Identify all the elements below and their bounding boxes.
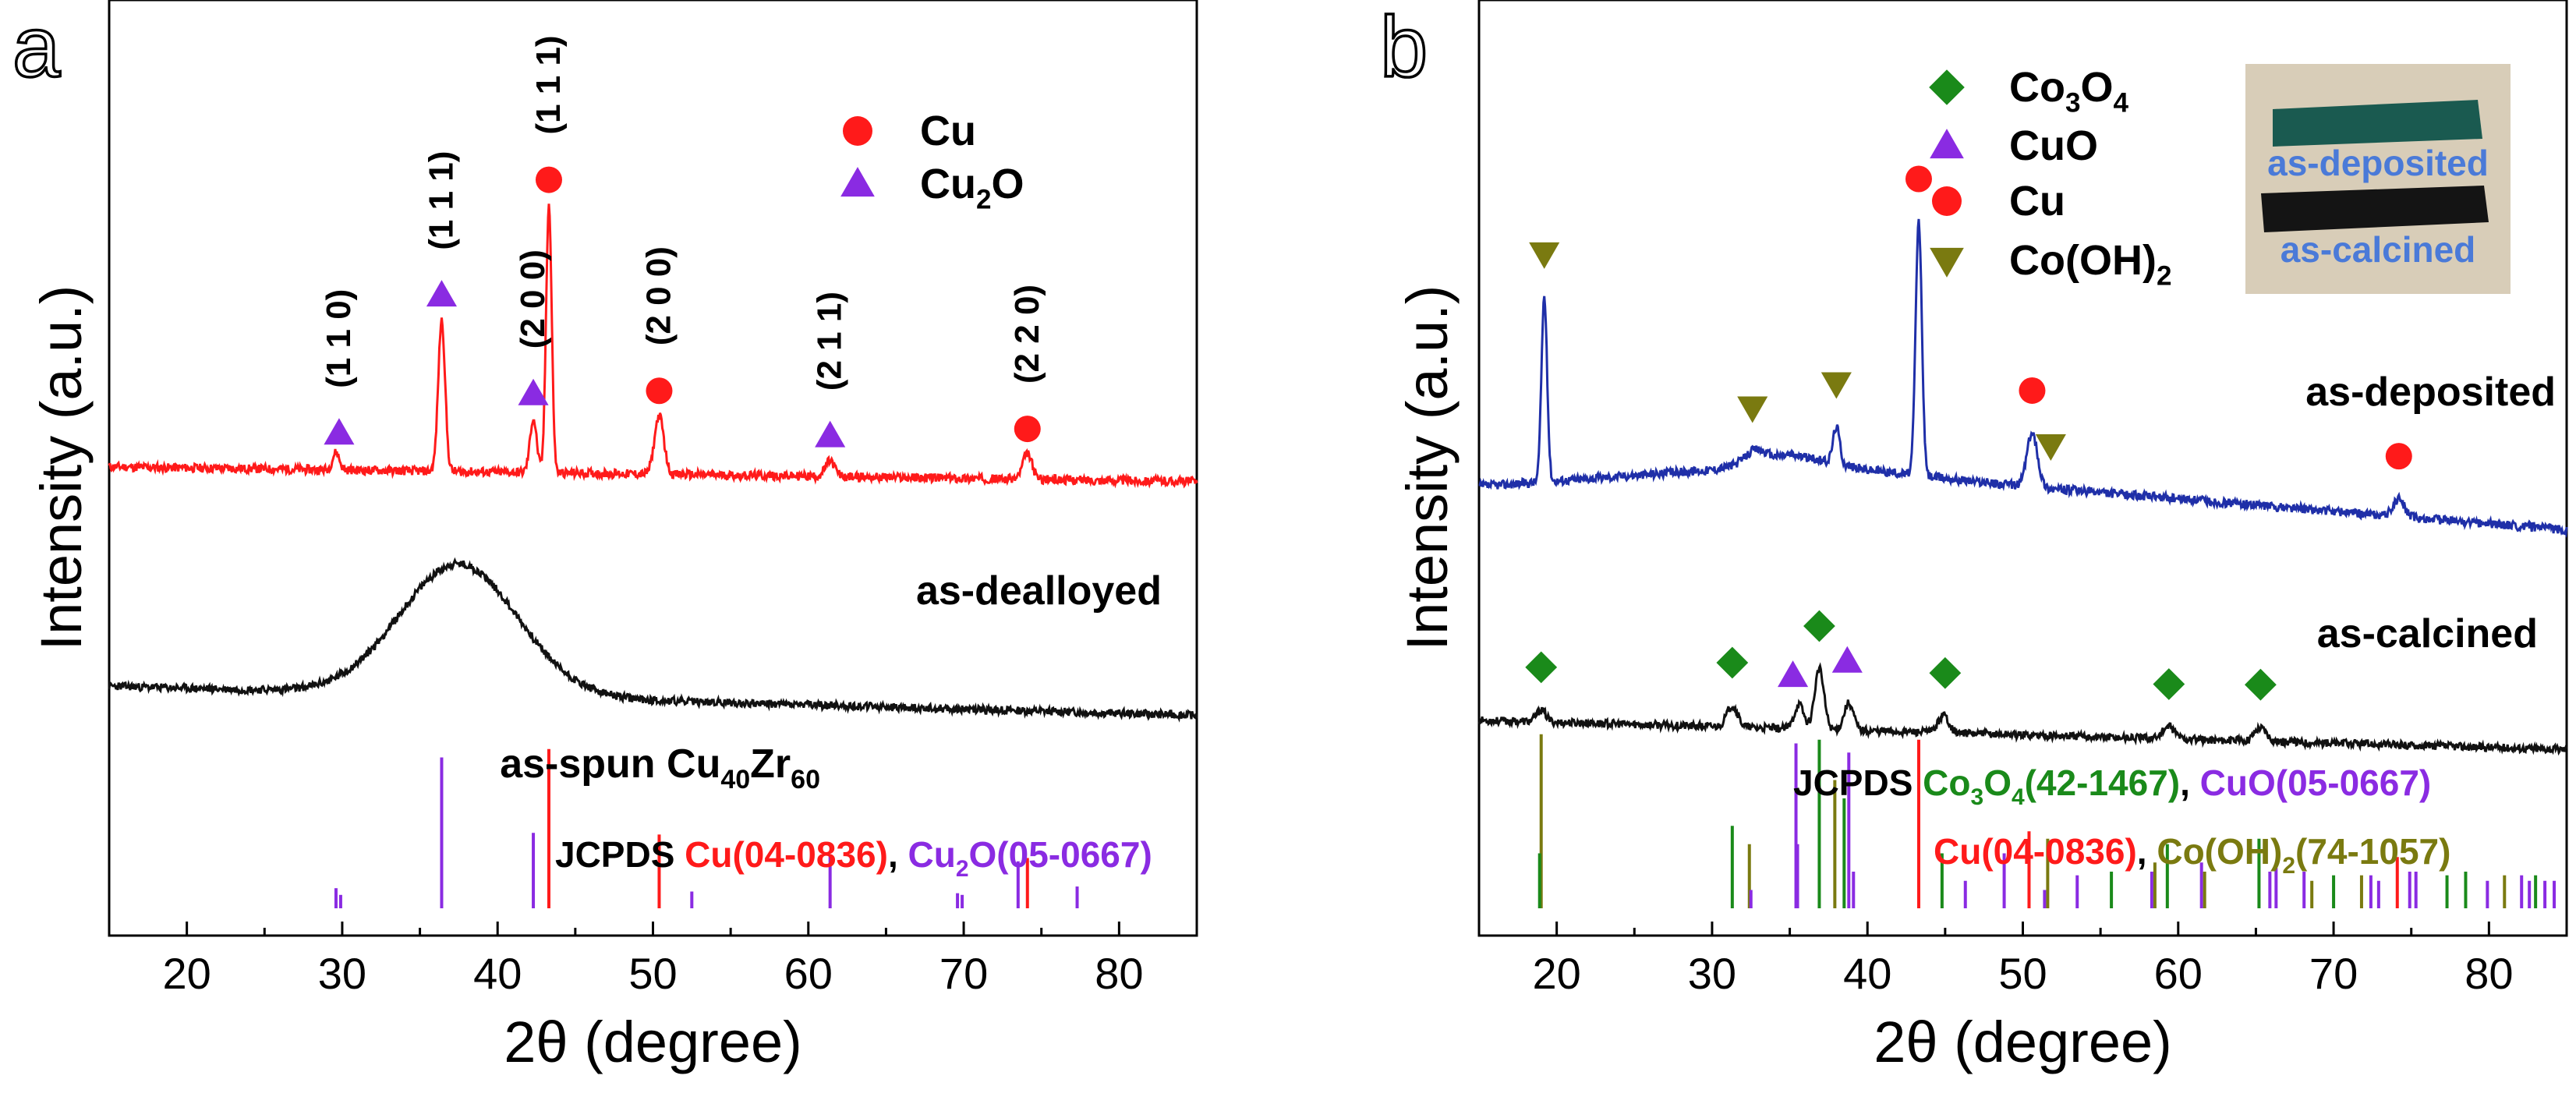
inset-strip-calcined [2261,186,2489,232]
peak-marker [1831,646,1863,673]
series-label: as-calcined [2317,611,2538,656]
peak-marker [1525,651,1558,684]
x-tick-label: 60 [2154,949,2203,998]
peak-marker [1803,610,1835,642]
series-label: as-deposited [2305,370,2556,415]
hkl-label: (1 1 1) [529,35,568,134]
panel-label: b [1380,0,1428,95]
x-tick-label: 20 [1532,949,1580,998]
legend-marker [843,116,872,146]
hkl-label: (2 0 0) [514,249,552,349]
x-axis-label: 2θ (degree) [504,1010,802,1074]
peak-marker [1929,656,1962,689]
legend-marker [840,167,875,197]
legend-label: Co(OH)2 [2009,237,2171,292]
peak-marker [646,377,673,405]
peak-marker [1821,372,1852,399]
peak-marker [518,378,549,405]
hkl-label: (1 1 0) [320,289,358,388]
series-label: as-spun Cu40Zr60 [500,741,820,794]
peak-marker [1778,660,1809,688]
peak-marker [1529,242,1560,269]
peak-marker [2035,434,2066,462]
x-tick-label: 50 [1998,949,2047,998]
x-tick-label: 40 [1843,949,1891,998]
x-tick-label: 70 [2309,949,2358,998]
legend-marker [1932,186,1962,216]
legend-label: Cu [920,108,976,154]
inset-photo: as-deposited as-calcined [2245,64,2511,294]
x-tick-label: 30 [318,949,366,998]
hkl-label: (2 2 0) [1008,285,1046,384]
x-tick-label: 30 [1688,949,1736,998]
peak-marker [1716,646,1749,679]
panel-a: 20 30 40 50 60 70 80 2θ (degree) Intensity (a.u.… [11,0,1198,1074]
x-tick-label: 70 [939,949,988,998]
peak-marker [815,420,846,448]
inset-strip-deposited [2273,100,2482,147]
peak-marker [1014,416,1041,443]
hkl-label: (2 0 0) [639,246,678,345]
inset-label: as-calcined [2281,229,2476,270]
x-tick-label: 80 [1095,949,1143,998]
legend-label: CuO [2009,122,2098,169]
hkl-label: (1 1 1) [422,151,460,250]
peak-marker [426,280,458,307]
series-as-deposited [1478,218,2568,539]
legend-marker [1929,69,1965,105]
legend-label: Cu2O [920,161,1024,215]
legend-marker [1930,247,1964,278]
series-label: as-dealloyed [916,568,1162,614]
inset-label: as-deposited [2267,143,2489,183]
x-tick-label: 20 [162,949,211,998]
legend-marker [1930,129,1964,159]
series-as-dealloyed [108,203,1198,489]
peak-marker [2245,668,2277,701]
peak-marker [2019,377,2046,404]
peak-marker [2385,443,2412,470]
jcpds-label: JCPDS Cu(04-0836), Cu2O(05-0667) [555,834,1152,882]
x-tick-label: 40 [473,949,522,998]
x-tick-label: 80 [2465,949,2513,998]
panel-label: a [12,0,61,95]
x-tick-label: 60 [784,949,833,998]
peak-marker [324,418,355,445]
series-as-calcined [1477,662,2568,756]
x-axis-label: 2θ (degree) [1874,1010,2172,1074]
peak-marker [1737,396,1768,423]
jcpds-label: Cu(04-0836), Co(OH)2(74-1057) [1934,831,2450,879]
peak-marker [2153,668,2185,700]
panel-b: 20 30 40 50 60 70 80 2θ (degree) Intensity (a.u.… [1378,0,2568,1074]
peak-marker [535,166,562,193]
y-axis-label: Intensity (a.u.) [29,285,94,651]
legend-label: Co3O4 [2009,64,2129,119]
peak-marker [1905,165,1932,193]
x-tick-label: 50 [628,949,677,998]
y-axis-label: Intensity (a.u.) [1395,285,1460,651]
legend-label: Cu [2009,178,2065,225]
jcpds-label: JCPDS Co3O4(42-1467), CuO(05-0667) [1793,762,2431,810]
series-as-spun-cu40zr60 [108,557,1198,723]
hkl-label: (2 1 1) [811,292,849,391]
